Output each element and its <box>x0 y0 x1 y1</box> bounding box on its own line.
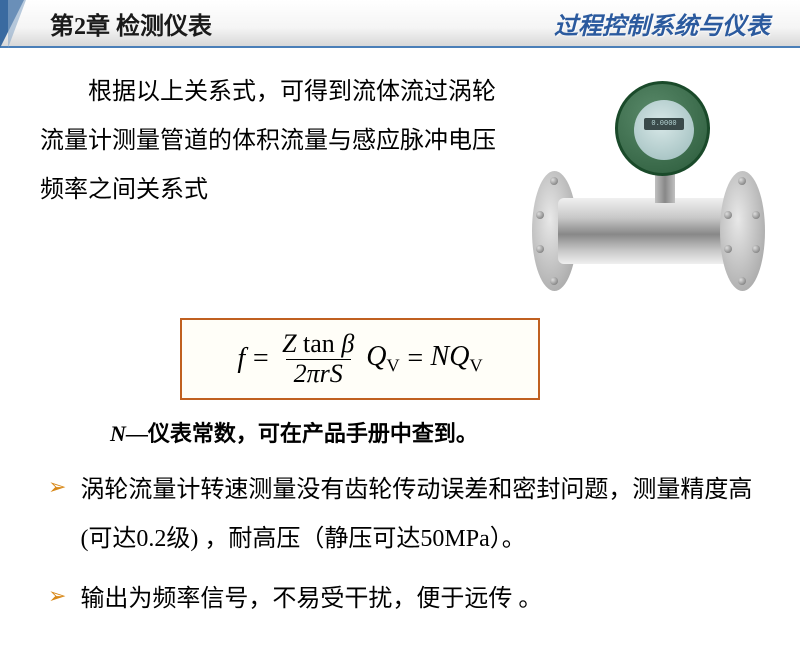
formula-nqv: NQV <box>431 341 483 377</box>
chapter-label: 第2章 检测仪表 <box>50 6 212 41</box>
list-item: ➢ 输出为频率信号，不易受干扰，便于远传 。 <box>48 575 770 624</box>
equals-sign: = <box>251 343 270 375</box>
q-sub: V <box>387 356 400 376</box>
formula-expression: f = Z tan β 2πrS QV = NQV <box>237 330 482 388</box>
bolt-icon <box>752 211 760 219</box>
num-tan: tan <box>297 329 342 358</box>
chevron-right-icon: ➢ <box>48 466 66 508</box>
note-var: N <box>110 421 126 446</box>
nq-var: NQ <box>431 341 470 372</box>
formula-qv1: QV <box>366 341 399 377</box>
turbine-flowmeter-photo: 0.0000 <box>520 66 770 306</box>
bullet-text-2: 输出为频率信号，不易受干扰，便于远传 。 <box>80 575 542 624</box>
formula-lhs: f <box>237 343 245 375</box>
bolt-icon <box>724 245 732 253</box>
num-z: Z <box>282 329 296 358</box>
bolt-icon <box>752 245 760 253</box>
formula-denominator: 2πrS <box>286 359 351 389</box>
bolt-icon <box>738 177 746 185</box>
formula-box: f = Z tan β 2πrS QV = NQV <box>180 318 540 400</box>
bolt-icon <box>738 277 746 285</box>
transmitter-head: 0.0000 <box>615 81 710 176</box>
bullet-list: ➢ 涡轮流量计转速测量没有齿轮传动误差和密封问题，测量精度高(可达0.2级) ，… <box>40 466 770 624</box>
nq-sub: V <box>469 356 482 376</box>
formula-fraction: Z tan β 2πrS <box>276 330 360 388</box>
bolt-icon <box>536 211 544 219</box>
note-text: 仪表常数，可在产品手册中查到。 <box>148 421 478 446</box>
equals-sign-2: = <box>406 343 425 375</box>
slide-header: 第2章 检测仪表 过程控制系统与仪表 <box>0 0 800 48</box>
list-item: ➢ 涡轮流量计转速测量没有齿轮传动误差和密封问题，测量精度高(可达0.2级) ，… <box>48 466 770 564</box>
formula-note: N—仪表常数，可在产品手册中查到。 <box>110 416 770 448</box>
bolt-icon <box>550 177 558 185</box>
transmitter-face: 0.0000 <box>634 100 694 160</box>
q-var: Q <box>366 341 386 372</box>
flange-right <box>720 171 765 291</box>
transmitter-lcd: 0.0000 <box>644 118 684 130</box>
bullet-text-1: 涡轮流量计转速测量没有齿轮传动误差和密封问题，测量精度高(可达0.2级) ，耐高… <box>80 466 770 564</box>
intro-paragraph: 根据以上关系式，可得到流体流过涡轮流量计测量管道的体积流量与感应脉冲电压频率之间… <box>40 66 500 216</box>
slide-content: 根据以上关系式，可得到流体流过涡轮流量计测量管道的体积流量与感应脉冲电压频率之间… <box>0 48 800 654</box>
formula-numerator: Z tan β <box>276 330 360 359</box>
note-dash: — <box>126 421 148 446</box>
header-accent-triangle-light <box>8 0 26 48</box>
chevron-right-icon: ➢ <box>48 575 66 617</box>
bolt-icon <box>724 211 732 219</box>
bolt-icon <box>536 245 544 253</box>
num-beta: β <box>341 329 354 358</box>
bolt-icon <box>550 277 558 285</box>
course-title: 过程控制系统与仪表 <box>554 6 770 41</box>
pipe-body <box>558 198 742 264</box>
